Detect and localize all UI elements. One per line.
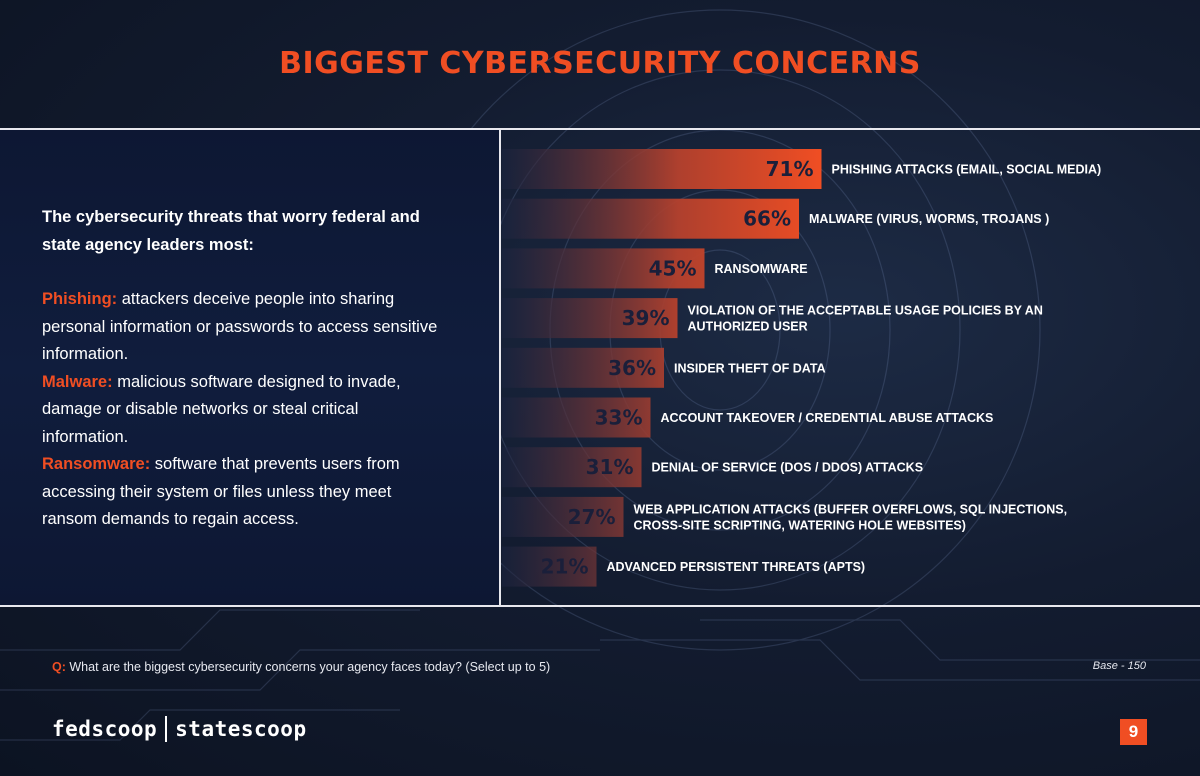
bar bbox=[502, 397, 651, 438]
bar bbox=[502, 149, 822, 189]
page-number: 9 bbox=[1120, 719, 1147, 745]
bar-value-label: 31% bbox=[586, 455, 634, 479]
top-divider bbox=[0, 128, 1200, 130]
bar bbox=[502, 496, 624, 537]
bar-category-label: ACCOUNT TAKEOVER / CREDENTIAL ABUSE ATTA… bbox=[661, 411, 994, 425]
term-label: Ransomware: bbox=[42, 455, 151, 473]
bar-value-label: 27% bbox=[568, 505, 616, 529]
bar bbox=[502, 298, 678, 339]
survey-question: Q: What are the biggest cybersecurity co… bbox=[52, 660, 550, 674]
logo-separator bbox=[165, 716, 168, 742]
bar-value-label: 36% bbox=[608, 356, 656, 380]
term-label: Phishing: bbox=[42, 290, 118, 308]
definition-malware: Malware: malicious software designed to … bbox=[42, 369, 442, 452]
bar-category-label: INSIDER THEFT OF DATA bbox=[674, 361, 826, 375]
page-title: BIGGEST CYBERSECURITY CONCERNS bbox=[279, 46, 921, 81]
bar-category-label: VIOLATION OF THE ACCEPTABLE USAGE POLICI… bbox=[688, 304, 1043, 334]
bar bbox=[502, 447, 642, 488]
bar-value-label: 45% bbox=[649, 256, 697, 280]
definition-text: malicious software designed to invade, d… bbox=[42, 372, 401, 446]
bar-category-label: WEB APPLICATION ATTACKS (BUFFER OVERFLOW… bbox=[634, 502, 1068, 532]
bar-value-label: 21% bbox=[541, 555, 589, 579]
definition-phishing: Phishing: attackers deceive people into … bbox=[42, 286, 442, 369]
description-text: The cybersecurity threats that worry fed… bbox=[42, 204, 442, 534]
bar-category-label: ADVANCED PERSISTENT THREATS (APTS) bbox=[607, 560, 866, 574]
bar bbox=[502, 198, 799, 239]
bar-category-label: RANSOMWARE bbox=[715, 262, 808, 276]
bar bbox=[502, 347, 664, 388]
bar-value-label: 39% bbox=[622, 306, 670, 330]
bar-category-label: MALWARE (VIRUS, WORMS, TROJANS ) bbox=[809, 212, 1049, 226]
bar-category-label: PHISHING ATTACKS (EMAIL, SOCIAL MEDIA) bbox=[832, 163, 1102, 177]
question-prefix: Q: bbox=[52, 660, 66, 674]
bar-value-label: 66% bbox=[743, 207, 791, 231]
logo-fedscoop: fedscoop bbox=[52, 717, 158, 741]
definition-ransomware: Ransomware: software that prevents users… bbox=[42, 451, 442, 534]
question-text: What are the biggest cybersecurity conce… bbox=[69, 660, 551, 674]
bar-category-label: DENIAL OF SERVICE (DOS / DDOS) ATTACKS bbox=[652, 461, 924, 475]
bar-value-label: 71% bbox=[766, 157, 814, 181]
definition-text: attackers deceive people into sharing pe… bbox=[42, 290, 438, 363]
bar bbox=[502, 248, 705, 289]
bottom-divider bbox=[0, 605, 1200, 607]
description-panel bbox=[0, 130, 499, 605]
definition-text: software that prevents users from access… bbox=[42, 455, 400, 528]
term-label: Malware: bbox=[42, 372, 113, 391]
bar-value-label: 33% bbox=[595, 406, 643, 430]
base-note: Base - 150 bbox=[1092, 660, 1146, 672]
logo-statescoop: statescoop bbox=[175, 717, 307, 741]
brand-logo: fedscoop statescoop bbox=[52, 716, 307, 742]
vertical-divider bbox=[499, 128, 501, 607]
bar bbox=[502, 546, 597, 587]
intro-text: The cybersecurity threats that worry fed… bbox=[42, 208, 420, 254]
